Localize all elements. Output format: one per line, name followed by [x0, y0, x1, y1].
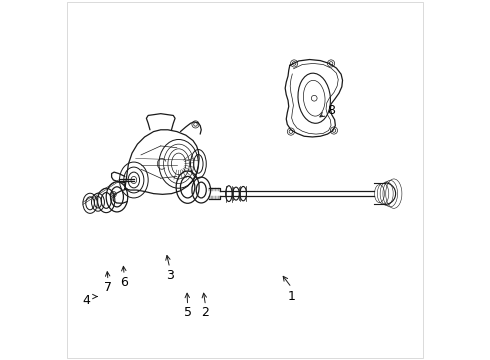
Text: 1: 1 [288, 290, 295, 303]
Text: 3: 3 [166, 269, 173, 282]
Text: 4: 4 [82, 294, 91, 307]
Text: 2: 2 [201, 306, 210, 319]
Text: 8: 8 [327, 104, 335, 117]
Text: 7: 7 [104, 281, 112, 294]
Text: 5: 5 [184, 306, 192, 319]
Text: 6: 6 [120, 276, 128, 289]
